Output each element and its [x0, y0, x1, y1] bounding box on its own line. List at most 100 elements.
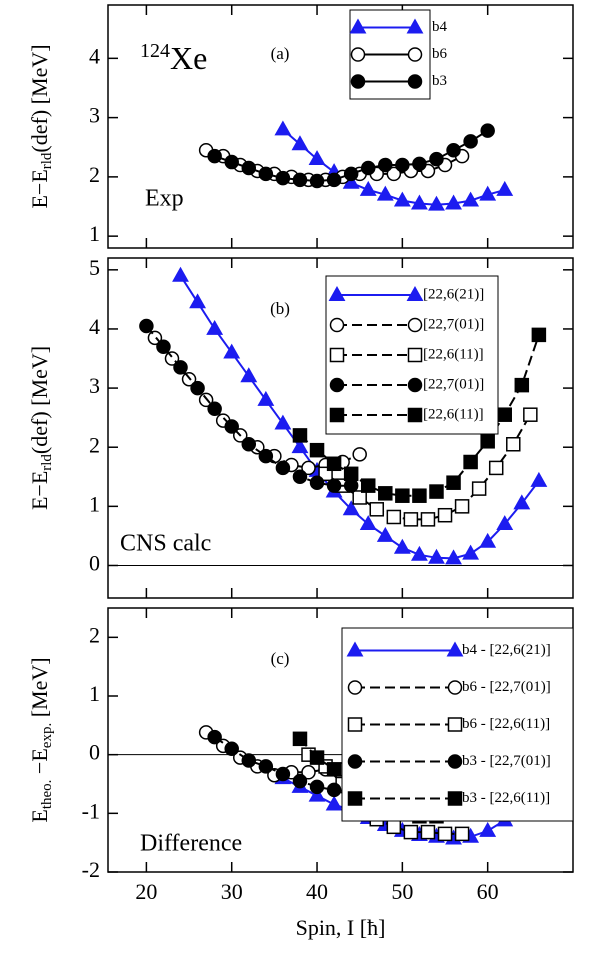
y-tick-label: 0 — [89, 740, 100, 765]
plot-frame — [107, 4, 574, 249]
legend-marker — [347, 791, 363, 806]
data-point — [291, 135, 309, 151]
legend-marker — [347, 680, 363, 695]
y-tick-label: 1 — [89, 491, 100, 516]
data-point — [420, 824, 436, 840]
y-tick-label: -2 — [82, 857, 100, 882]
legend-marker — [329, 317, 345, 333]
data-point — [326, 762, 342, 777]
data-point — [531, 327, 547, 343]
data-point — [445, 549, 462, 565]
data-point — [378, 486, 393, 501]
data-point — [471, 481, 487, 496]
data-point — [325, 795, 343, 811]
y-axis-label-part: −E — [27, 748, 52, 779]
legend-marker — [350, 47, 366, 62]
data-point — [292, 469, 308, 485]
data-point — [437, 826, 453, 842]
y-tick-label: 2 — [89, 432, 100, 457]
y-tick-label: 2 — [89, 162, 100, 187]
data-point — [258, 448, 274, 464]
data-point — [207, 401, 222, 417]
legend-marker — [447, 680, 463, 695]
data-point — [275, 170, 291, 186]
data-point — [207, 148, 222, 164]
y-tick-label: 4 — [89, 43, 100, 68]
legend-label: [22,6(21)] — [423, 286, 484, 302]
legend-label: [22,6(11)] — [423, 346, 484, 362]
data-point — [410, 194, 428, 210]
x-tick-label: 50 — [391, 879, 413, 904]
data-point — [530, 471, 548, 487]
annotation: CNS calc — [120, 531, 211, 557]
y-tick-label: 1 — [89, 681, 100, 706]
y-axis-label-part: (def) [MeV] — [27, 44, 52, 152]
x-axis-label: Spin, I [ħ] — [296, 915, 386, 940]
data-point — [480, 123, 495, 138]
data-point — [139, 318, 154, 334]
data-point — [258, 166, 274, 182]
legend-label: b4 - [22,6(21)] — [462, 642, 551, 658]
data-point — [258, 759, 274, 774]
data-point — [241, 437, 257, 452]
y-axis-label-part: E−E — [27, 169, 52, 208]
y-tick-label: -1 — [82, 798, 100, 823]
data-point — [446, 142, 461, 158]
data-point — [309, 475, 325, 490]
data-point — [403, 824, 419, 840]
y-axis-label: E−Erld(def) [MeV] — [27, 346, 55, 510]
plot-frame — [107, 257, 574, 599]
data-point — [326, 172, 342, 188]
data-point — [445, 194, 462, 210]
data-point — [360, 478, 376, 493]
y-tick-label: 4 — [89, 314, 100, 339]
isotope-label: 124Xe — [140, 40, 207, 77]
y-axis-label-subscript: rld — [39, 454, 55, 471]
data-point — [523, 407, 538, 422]
data-point — [395, 157, 410, 173]
y-tick-label: 3 — [89, 373, 100, 398]
y-tick-label: 3 — [89, 103, 100, 128]
data-point — [326, 782, 342, 798]
data-point — [496, 180, 514, 196]
legend-marker — [328, 285, 346, 301]
data-point — [207, 729, 222, 745]
legend-marker — [329, 377, 345, 393]
data-point — [352, 490, 367, 505]
y-axis-label-part: E−E — [27, 471, 52, 510]
legend-marker — [406, 285, 424, 301]
x-tick-label: 60 — [477, 879, 499, 904]
data-point — [479, 185, 497, 201]
data-point — [359, 180, 377, 196]
data-point — [462, 544, 480, 560]
data-point — [274, 414, 292, 430]
data-point — [224, 419, 239, 434]
data-point — [463, 454, 478, 470]
data-point — [342, 500, 360, 516]
y-axis-label-part: (def) [MeV] — [27, 346, 52, 454]
data-point — [488, 460, 504, 476]
data-point — [224, 154, 239, 170]
legend-marker — [407, 347, 423, 363]
legend-marker — [346, 641, 364, 657]
data-point — [292, 172, 308, 188]
legend-label: b3 - [22,6(11)] — [462, 790, 550, 806]
data-point — [240, 367, 258, 383]
annotation: Difference — [140, 831, 242, 857]
data-point — [241, 160, 257, 176]
data-point — [308, 786, 326, 802]
data-point — [301, 460, 316, 476]
data-point — [412, 488, 427, 503]
data-point — [428, 195, 445, 211]
panel-label: (b) — [270, 299, 290, 318]
data-point — [454, 499, 470, 514]
y-axis-label-subscript: rld — [39, 152, 55, 169]
data-point — [429, 484, 444, 499]
data-point — [393, 538, 411, 554]
x-tick-label: 40 — [306, 879, 328, 904]
legend-marker — [349, 18, 367, 34]
data-point — [343, 166, 359, 182]
legend-label: [22,6(11)] — [423, 406, 484, 422]
data-point — [420, 512, 436, 527]
